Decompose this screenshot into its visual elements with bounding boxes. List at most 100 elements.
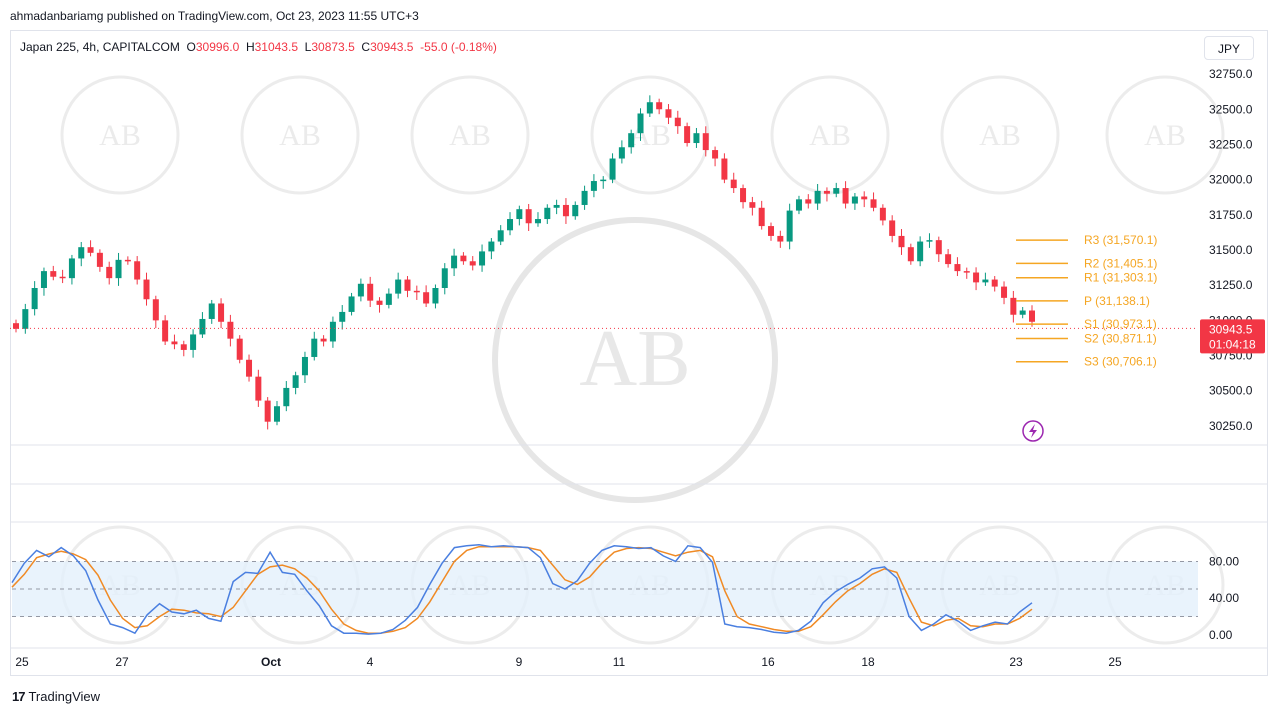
candle-body — [255, 376, 262, 401]
lightning-icon-bolt — [1029, 424, 1037, 438]
candle-body — [879, 207, 886, 221]
candle-body — [544, 207, 551, 220]
candle — [656, 98, 663, 115]
candle — [190, 329, 197, 358]
candle-body — [246, 359, 253, 377]
candle-body — [702, 133, 709, 151]
candle — [357, 278, 364, 302]
candle — [68, 254, 75, 285]
time-tick-label: 23 — [1009, 655, 1023, 669]
candle — [227, 314, 234, 347]
candle-body — [460, 255, 467, 262]
candle — [50, 265, 57, 281]
candle-body — [68, 258, 75, 279]
watermark-ring — [1105, 75, 1225, 195]
candle — [432, 284, 439, 309]
candle-body — [1019, 310, 1026, 315]
candle-body — [945, 254, 952, 265]
candle-body — [432, 288, 439, 304]
candle — [329, 316, 336, 348]
candle-body — [712, 150, 719, 159]
candle-body — [273, 406, 280, 422]
candle — [134, 256, 141, 285]
candle — [907, 243, 914, 265]
candle-body — [199, 318, 206, 335]
legend-high-label: H — [245, 40, 255, 54]
candle-body — [618, 147, 625, 159]
candle — [553, 199, 560, 215]
candle-body — [376, 300, 383, 305]
tradingview-logo-icon[interactable]: 17 — [12, 689, 26, 704]
time-tick-label: 25 — [15, 655, 29, 669]
candle-body — [143, 279, 150, 300]
candle — [1010, 290, 1017, 323]
candle-body — [96, 252, 103, 267]
watermark-text: AB — [979, 119, 1021, 152]
candle — [320, 335, 327, 347]
candle-body — [674, 117, 681, 127]
candle-body — [236, 338, 243, 360]
candle-body — [684, 126, 691, 144]
candle-body — [115, 259, 122, 279]
candle — [339, 305, 346, 330]
candle-body — [786, 210, 793, 242]
candle — [31, 281, 38, 316]
candle — [199, 312, 206, 338]
time-tick-label: 9 — [516, 655, 523, 669]
candle-body — [264, 400, 271, 422]
chart-frame — [10, 30, 1268, 676]
candle — [479, 244, 486, 272]
currency-button[interactable]: JPY — [1204, 36, 1254, 60]
candle — [255, 369, 262, 407]
price-tick-label: 31250.0 — [1209, 278, 1253, 292]
candle — [283, 381, 290, 412]
time-axis: 25 27 Oct 4 9 11 16 18 23 25 — [15, 655, 1122, 669]
candle-body — [59, 276, 66, 279]
candle — [991, 276, 998, 292]
candle — [935, 236, 942, 262]
candle-body — [656, 102, 663, 110]
candle-body — [721, 158, 728, 180]
candle — [395, 272, 402, 299]
price-tick-label: 30500.0 — [1209, 384, 1253, 398]
candle-body — [1010, 297, 1017, 315]
footer-brand[interactable]: TradingView — [28, 689, 101, 704]
candle-body — [740, 188, 747, 203]
watermark-ring — [240, 75, 360, 195]
candle — [516, 205, 523, 226]
candle-body — [907, 247, 914, 262]
candle — [1019, 307, 1026, 319]
pivot-label: P (31,138.1) — [1084, 294, 1150, 308]
candle-body — [497, 230, 504, 242]
candle-body — [190, 334, 197, 350]
candle-body — [730, 179, 737, 189]
candle-body — [13, 323, 19, 329]
candle-body — [898, 235, 905, 248]
time-tick-label: 25 — [1108, 655, 1122, 669]
candle — [544, 204, 551, 224]
candle — [879, 204, 886, 226]
candle-body — [31, 288, 38, 310]
candle — [618, 140, 625, 164]
pivot-label: R3 (31,570.1) — [1084, 233, 1157, 247]
candle-body — [301, 356, 308, 376]
candle-body — [329, 321, 336, 342]
price-badge-box — [1200, 319, 1265, 354]
candle-body — [87, 247, 94, 253]
price-tick-label: 32500.0 — [1209, 102, 1253, 116]
candle-body — [385, 293, 392, 305]
price-badge-countdown: 01:04:18 — [1209, 337, 1256, 351]
price-tick-label: 31750.0 — [1209, 208, 1253, 222]
candle-body — [646, 102, 653, 114]
legend-symbol[interactable]: Japan 225, 4h, CAPITALCOM — [20, 40, 180, 54]
candle-body — [367, 283, 374, 301]
candle — [264, 397, 271, 430]
candle — [646, 95, 653, 117]
candle-body — [851, 196, 858, 204]
candle-body — [311, 338, 318, 357]
time-tick-label: 18 — [861, 655, 875, 669]
candle — [740, 184, 747, 209]
price-tick-label: 30250.0 — [1209, 419, 1253, 433]
oscillator-tick-label: 40.00 — [1209, 591, 1239, 605]
